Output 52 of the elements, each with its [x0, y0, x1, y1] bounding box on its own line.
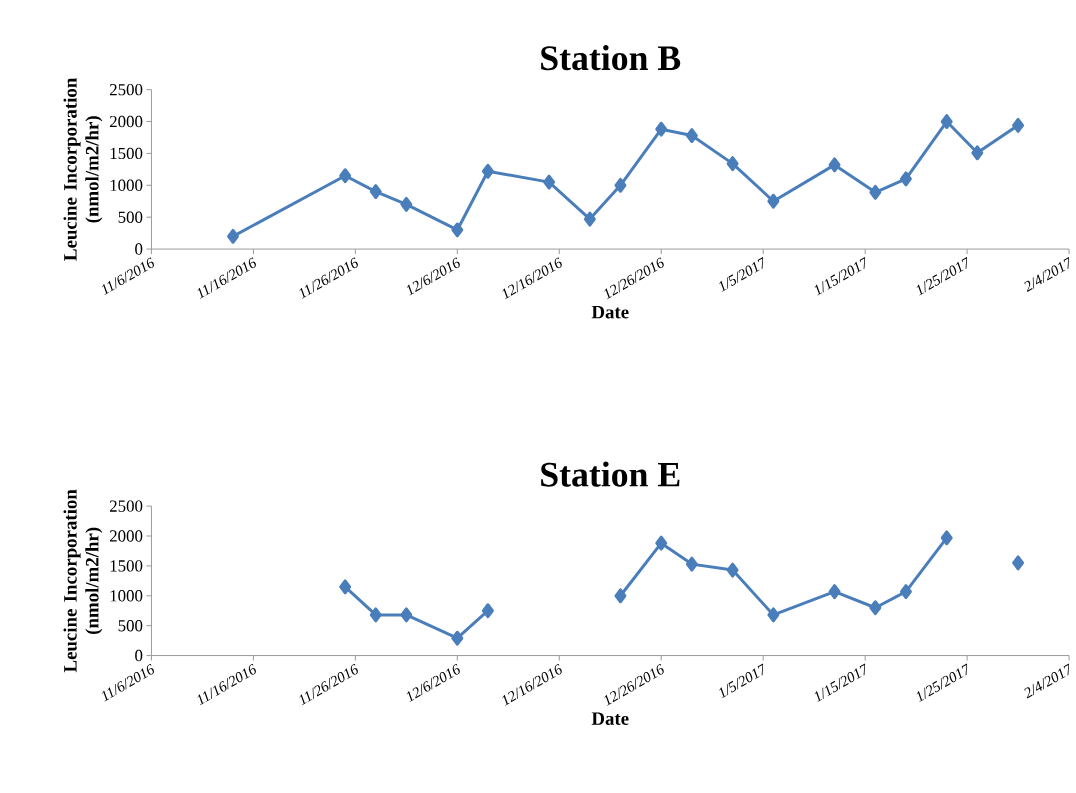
point	[481, 603, 494, 619]
point	[828, 157, 841, 173]
point	[828, 584, 841, 600]
point	[339, 168, 352, 184]
point	[767, 193, 780, 209]
y-tick-label: 500	[118, 619, 143, 632]
point	[614, 177, 627, 193]
y-tick-label: 500	[118, 211, 143, 223]
y-tick-label: 1500	[110, 560, 143, 572]
point	[726, 156, 739, 172]
y-tick-label: 2500	[109, 500, 143, 512]
point	[940, 114, 953, 129]
point	[726, 562, 739, 578]
x-axis-title: Date	[591, 712, 629, 725]
point	[685, 128, 698, 144]
y-tick-label: 2000	[109, 115, 143, 128]
point	[543, 174, 556, 190]
point	[869, 184, 882, 200]
y-axis-title: Leucine Incorporation (nmol/m2/hr)	[63, 489, 103, 673]
point	[899, 171, 912, 187]
point	[655, 121, 668, 137]
point	[614, 588, 627, 604]
point	[369, 184, 382, 200]
y-tick-label: 2000	[109, 530, 143, 542]
y-tick-label: 0	[135, 243, 143, 255]
point	[940, 530, 953, 546]
point	[451, 630, 464, 646]
y-tick-label: 2500	[109, 83, 143, 96]
chart-title: Station B	[541, 45, 681, 71]
point	[869, 600, 882, 616]
point	[227, 228, 239, 244]
point	[1012, 117, 1025, 133]
point	[767, 607, 780, 623]
point	[583, 211, 596, 227]
point	[971, 145, 984, 161]
point	[369, 607, 382, 623]
y-tick-label: 1000	[110, 179, 143, 191]
point	[481, 163, 494, 179]
y-tick-label: 1000	[110, 590, 143, 602]
point	[655, 535, 668, 551]
point	[685, 556, 698, 572]
point	[400, 607, 413, 623]
point	[899, 584, 912, 600]
chart-title: Station E	[541, 461, 680, 487]
y-tick-label: 1500	[110, 147, 143, 160]
y-tick-label: 0	[135, 649, 143, 662]
point	[1012, 555, 1025, 571]
point	[400, 196, 413, 212]
y-axis-title: Leucine Incorporation (nmol/m2/hr)	[63, 77, 103, 261]
point	[339, 579, 352, 595]
x-axis-title: Date	[591, 305, 629, 319]
point	[451, 222, 464, 238]
